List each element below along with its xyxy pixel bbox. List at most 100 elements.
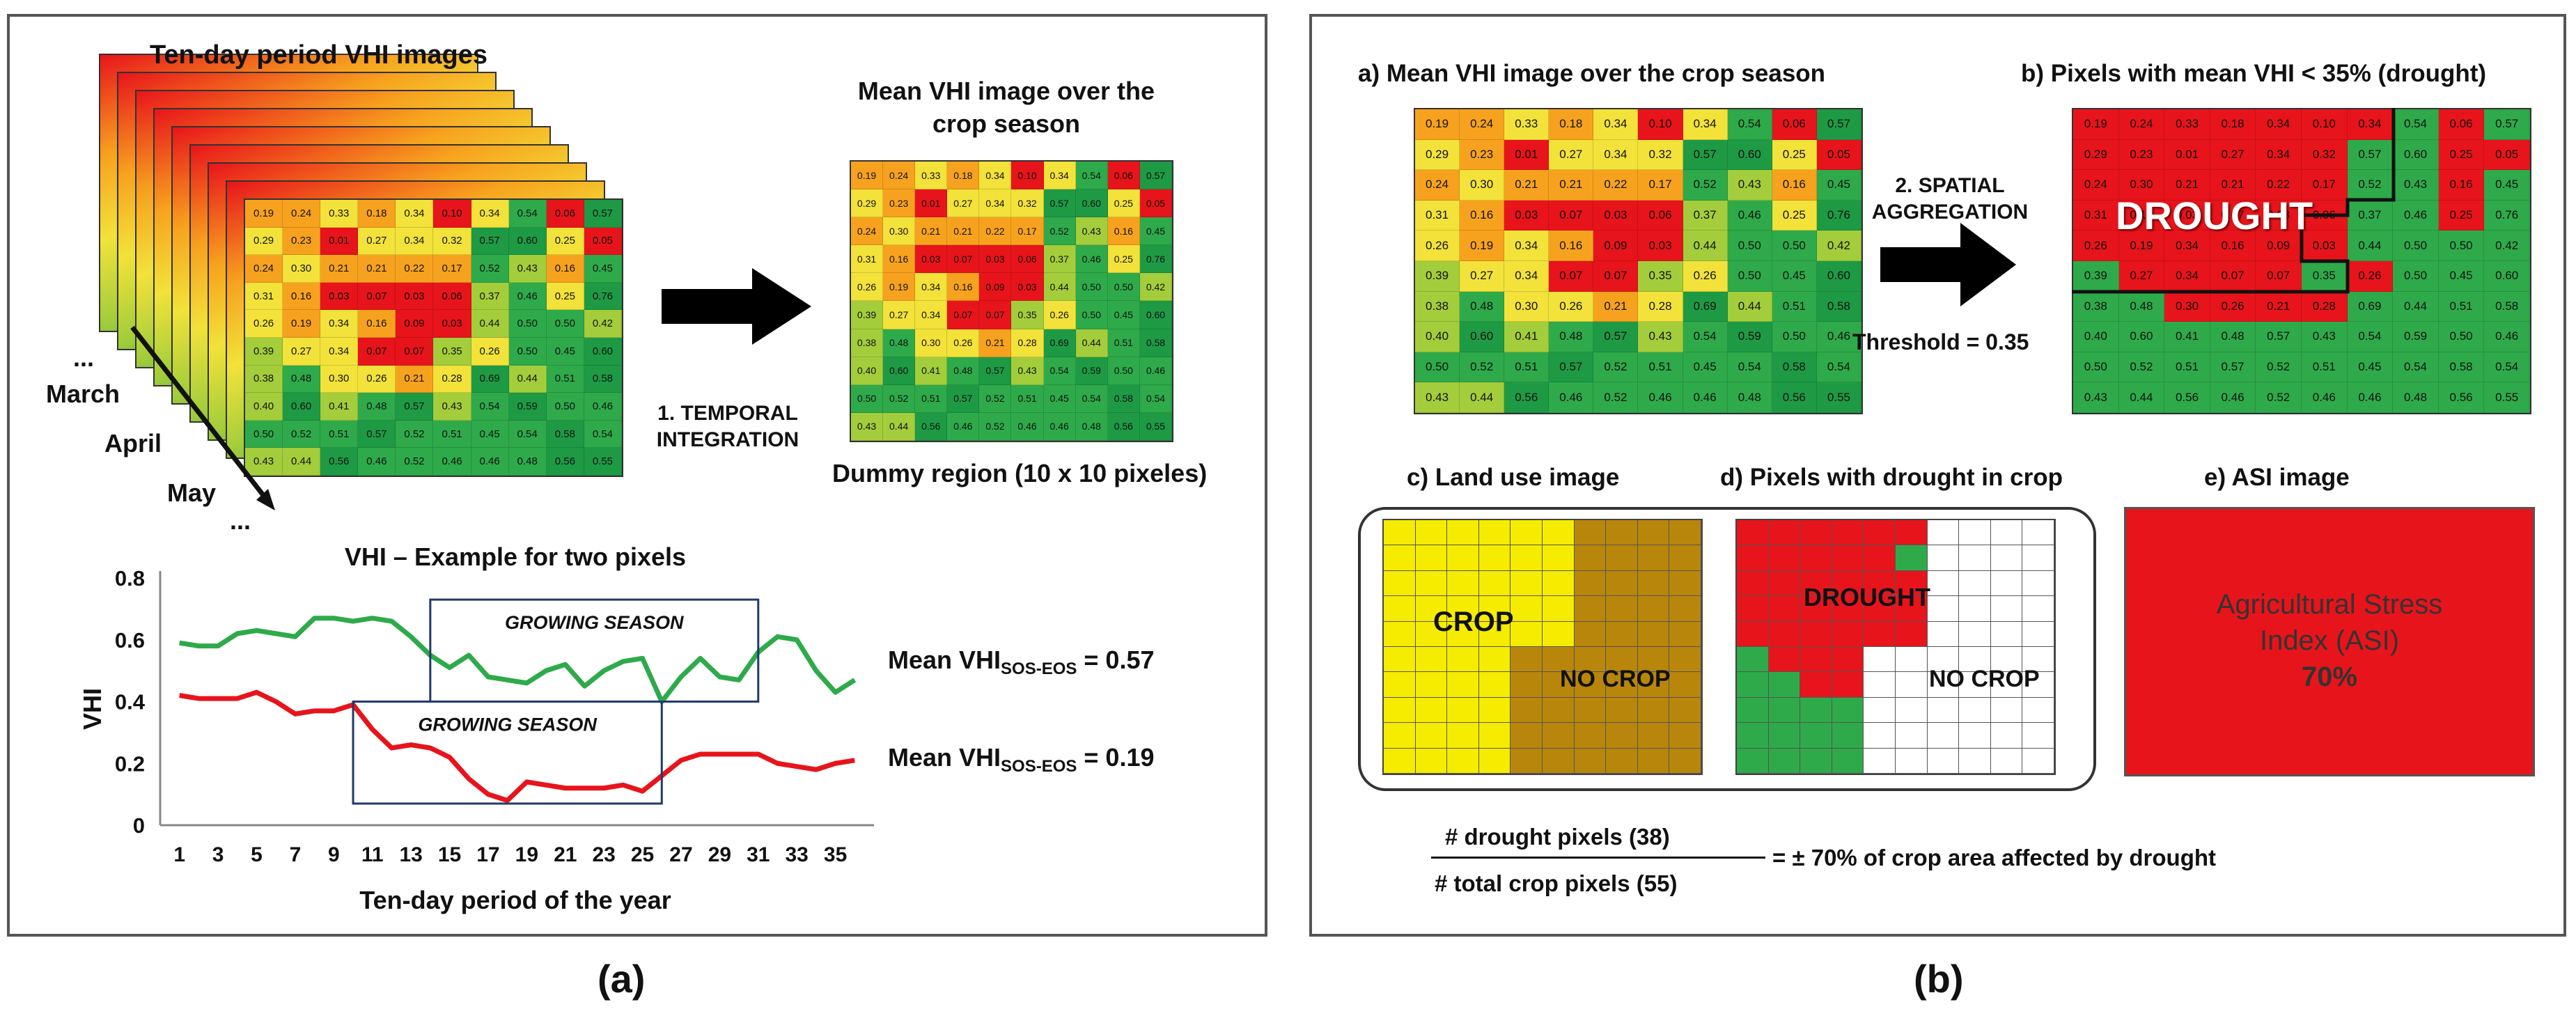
spatial-label: 2. SPATIAL AGGREGATION — [1871, 174, 2029, 224]
vhi-cell: 0.19 — [851, 162, 884, 190]
vhi-cell: 0.05 — [1816, 139, 1861, 171]
vhi-cell: 0.52 — [1460, 352, 1505, 383]
vhi-cell: 0.42 — [2484, 230, 2530, 261]
vhi-cell: 0.54 — [1727, 352, 1772, 383]
vhi-cell: 0.48 — [1460, 291, 1505, 322]
land-cell — [1447, 748, 1479, 774]
land-cell — [1606, 723, 1638, 749]
land-cell — [1737, 723, 1769, 749]
vhi-cell: 0.54 — [1139, 384, 1172, 413]
vhi-cell: 0.48 — [283, 365, 321, 393]
month-ellipsis-bottom: ... — [230, 506, 251, 535]
land-cell — [1542, 697, 1575, 724]
vhi-cell: 0.54 — [1683, 322, 1728, 352]
asi-text: Agricultural Stress Index (ASI) 70% — [2124, 586, 2535, 695]
land-cell — [1384, 647, 1416, 673]
vhi-cell: 0.55 — [1816, 382, 1861, 413]
vhi-cell: 0.50 — [546, 310, 584, 338]
vhi-cell: 0.17 — [433, 255, 471, 283]
vhi-cell: 0.44 — [1727, 291, 1772, 322]
land-cell — [1864, 596, 1896, 622]
vhi-cell: 0.51 — [2164, 352, 2210, 383]
vhi-cell: 0.07 — [1549, 260, 1594, 292]
vhi-cell: 0.52 — [471, 255, 509, 283]
vhi-cell: 0.43 — [2301, 322, 2348, 352]
y-axis-label: VHI — [78, 688, 107, 730]
chart-caption-b: (b) — [1914, 957, 1964, 1001]
land-cell — [1768, 672, 1801, 698]
land-cell — [1895, 748, 1928, 774]
vhi-cell: 0.45 — [1772, 260, 1817, 292]
land-cell — [1895, 647, 1928, 673]
month-march: March — [46, 380, 120, 408]
vhi-cell: 0.50 — [851, 384, 884, 413]
vhi-cell: 0.51 — [546, 365, 584, 393]
chart-title: VHI – Example for two pixels — [345, 542, 686, 571]
vhi-line-chart: VHI – Example for two pixels 0 0.2 0.4 0.6 0.… — [78, 542, 1155, 914]
land-cell — [1927, 596, 1960, 622]
land-cell — [1737, 545, 1769, 571]
asi-image — [2124, 507, 2535, 776]
vhi-cell: 0.25 — [1772, 139, 1817, 171]
land-cell — [1669, 748, 1701, 774]
x-tick-label: 29 — [708, 843, 731, 866]
vhi-cell: 0.76 — [1139, 245, 1172, 274]
vhi-cell: 0.48 — [2210, 322, 2256, 352]
vhi-cell: 0.46 — [2210, 382, 2256, 413]
vhi-cell: 0.55 — [584, 448, 622, 476]
vhi-cell: 0.25 — [2438, 139, 2485, 171]
month-axis-arrowhead — [256, 489, 275, 510]
vhi-cell: 0.39 — [851, 301, 884, 329]
vhi-cell: 0.57 — [2484, 109, 2530, 140]
vhi-cell: 0.54 — [508, 200, 547, 228]
vhi-cell: 0.32 — [1638, 139, 1683, 171]
vhi-cell: 0.03 — [396, 282, 434, 311]
vhi-cell: 0.43 — [2073, 382, 2119, 413]
vhi-cell: 0.51 — [915, 384, 948, 413]
land-cell — [1384, 621, 1416, 647]
vhi-cell: 0.17 — [2301, 170, 2348, 201]
x-axis-label: Ten-day period of the year — [359, 886, 671, 914]
x-tick-label: 17 — [476, 843, 499, 866]
land-cell — [1864, 520, 1896, 546]
no-crop-label-2: NO CROP — [1929, 666, 2040, 692]
land-cell — [1384, 596, 1416, 622]
chart-caption-a: (a) — [598, 957, 646, 1001]
vhi-cell: 0.34 — [2256, 109, 2302, 140]
land-cell — [1895, 723, 1928, 749]
vhi-cell: 0.69 — [1683, 291, 1728, 322]
land-cell — [1737, 520, 1769, 546]
vhi-cell: 0.43 — [245, 448, 283, 476]
land-cell — [1832, 672, 1864, 698]
vhi-cell: 0.51 — [433, 420, 471, 448]
vhi-cell: 0.60 — [508, 227, 547, 256]
vhi-cell: 0.34 — [1593, 139, 1639, 171]
vhi-cell: 0.57 — [358, 420, 396, 448]
vhi-cell: 0.34 — [471, 200, 509, 228]
vhi-cell: 0.24 — [1415, 170, 1460, 201]
land-cell — [1415, 672, 1448, 698]
land-cell — [1832, 647, 1864, 673]
land-cell — [1447, 697, 1479, 724]
vhi-cell: 0.19 — [283, 310, 321, 338]
vhi-cell: 0.24 — [2073, 170, 2119, 201]
vhi-cell: 0.19 — [1415, 109, 1460, 140]
vhi-cell: 0.52 — [1593, 382, 1639, 413]
vhi-cell: 0.52 — [1593, 352, 1639, 383]
mean-vhi-label: Mean VHISOS-EOS = 0.57 — [888, 646, 1155, 678]
vhi-cell: 0.30 — [320, 365, 359, 393]
vhi-cell: 0.54 — [1043, 357, 1076, 385]
vhi-cell: 0.45 — [2438, 260, 2485, 292]
growing-season-label: GROWING SEASON — [505, 612, 684, 633]
vhi-cell: 0.52 — [2118, 352, 2165, 383]
vhi-cell: 0.03 — [1011, 273, 1044, 302]
vhi-cell: 0.18 — [947, 162, 980, 190]
land-cell — [1637, 672, 1670, 698]
vhi-cell: 0.40 — [851, 357, 884, 385]
vhi-cell: 0.10 — [1638, 109, 1683, 140]
vhi-cell: 0.24 — [2118, 109, 2165, 140]
vhi-cell: 0.54 — [1075, 162, 1108, 190]
vhi-cell: 0.24 — [883, 162, 916, 190]
land-cell — [1800, 672, 1832, 698]
vhi-cell: 0.16 — [1549, 230, 1594, 261]
